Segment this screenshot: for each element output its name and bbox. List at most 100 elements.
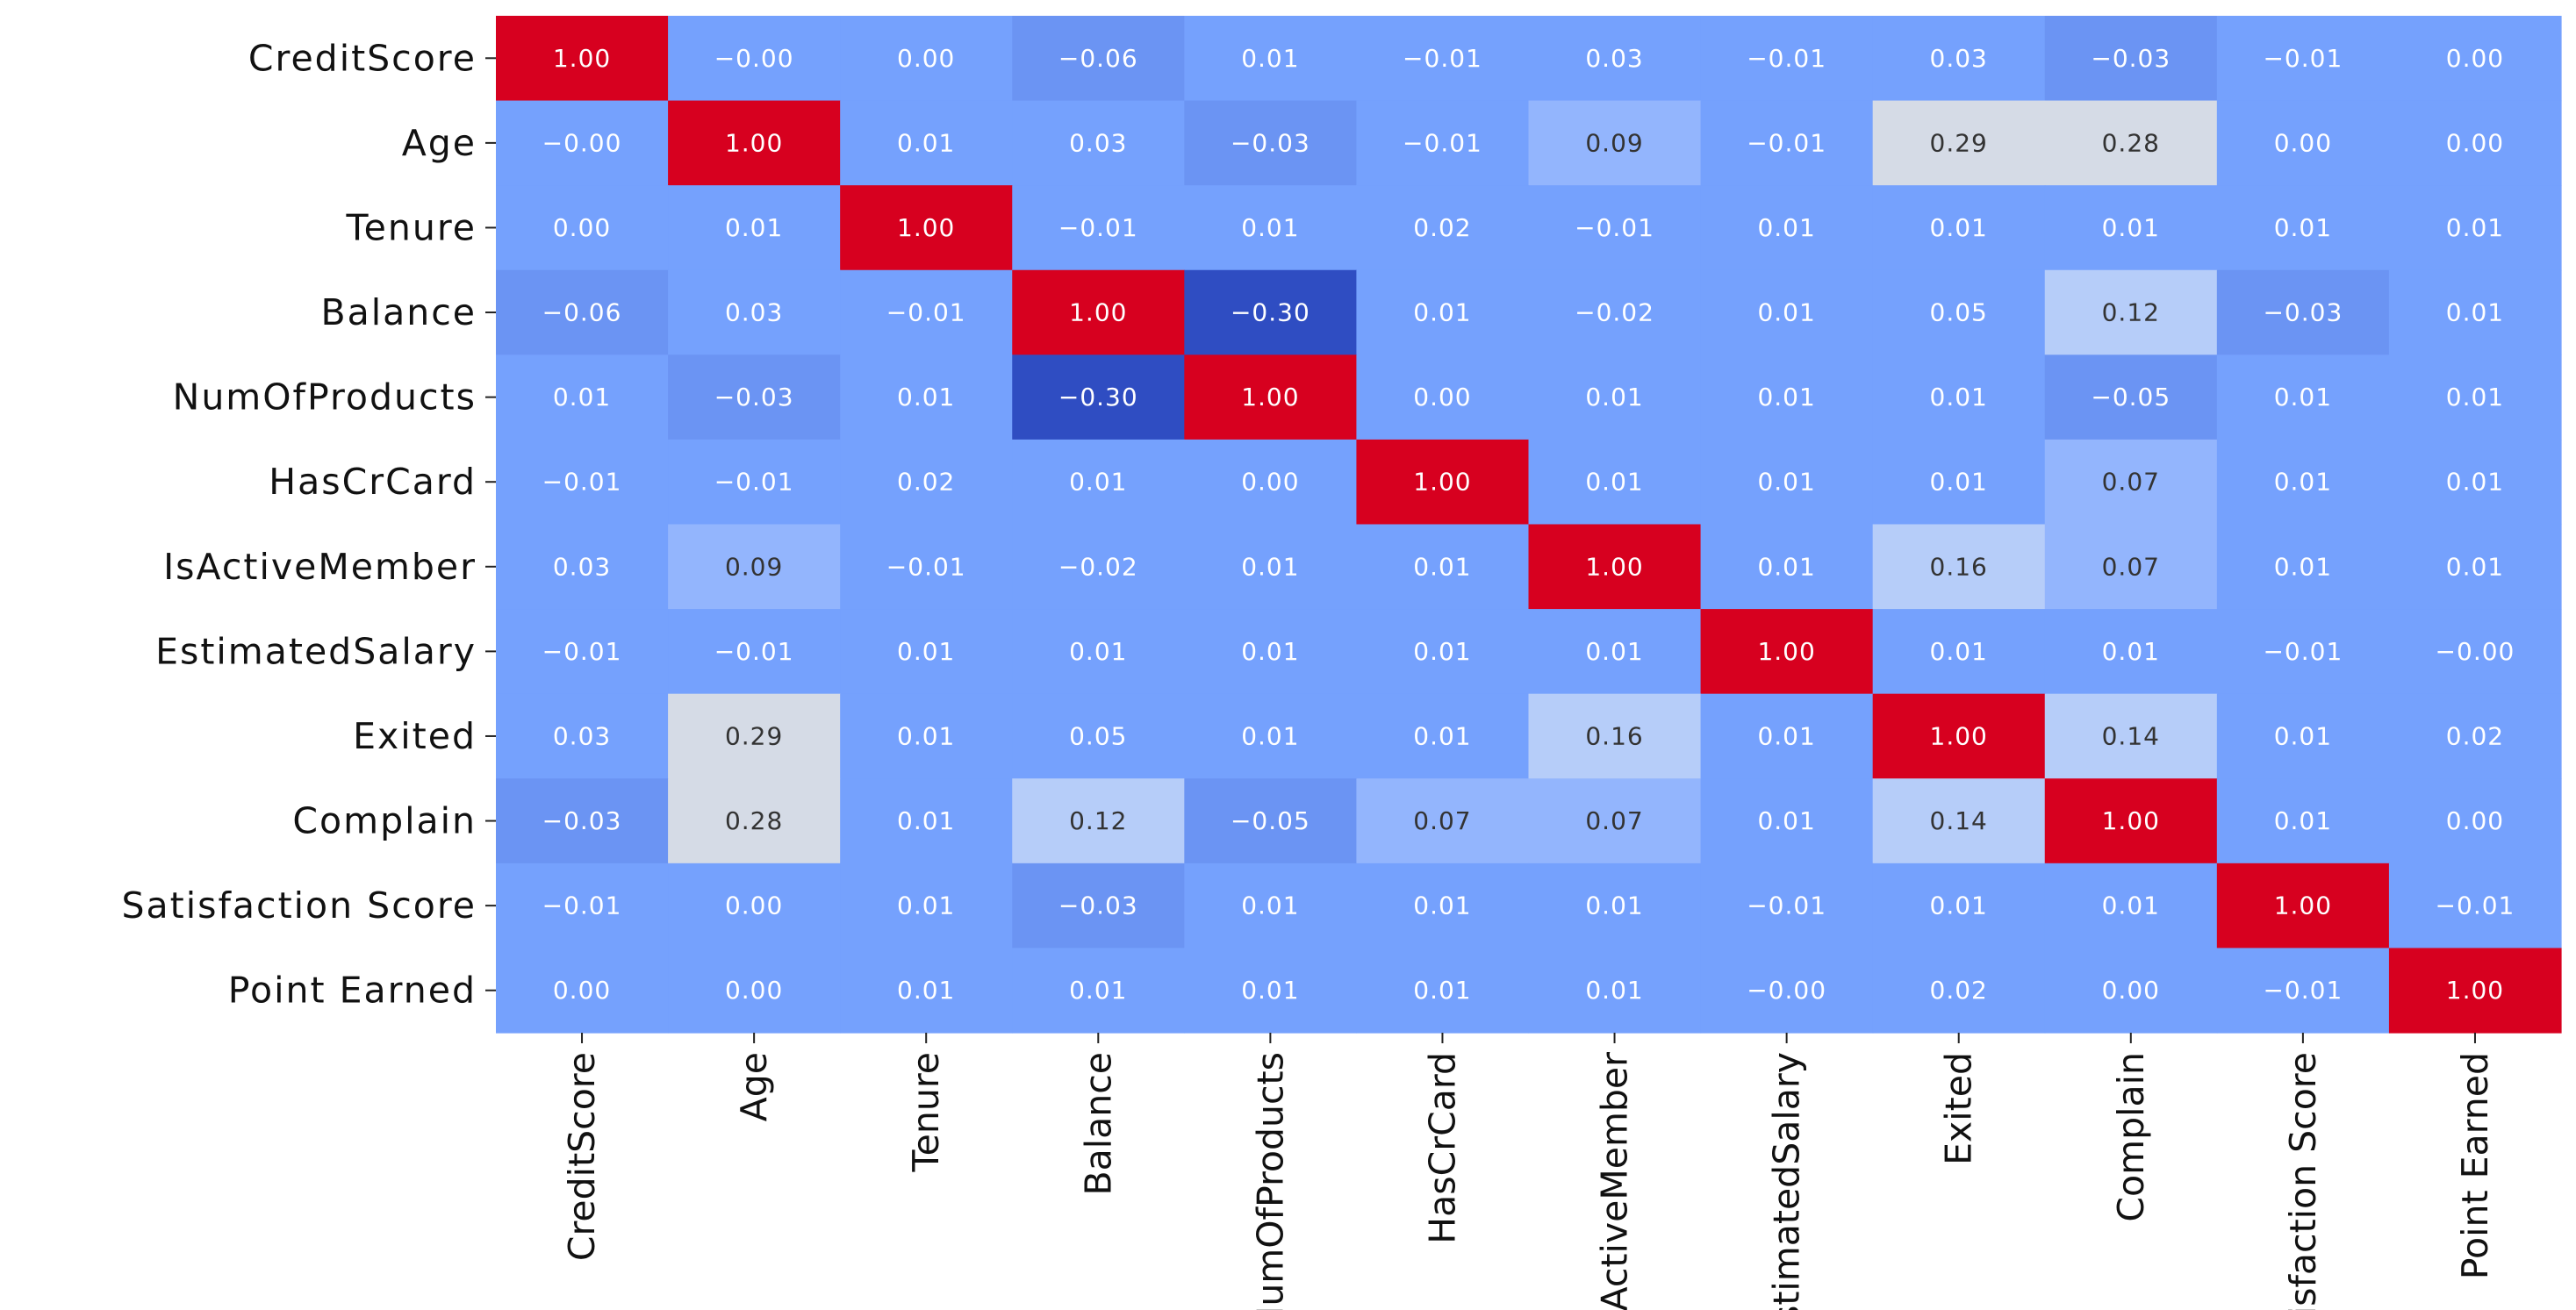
cell-value-label: 0.01 bbox=[2274, 468, 2332, 497]
x-tick-label-numofproducts: NumOfProducts bbox=[1249, 1052, 1291, 1310]
heatmap-cell-complain-hascrcard bbox=[1356, 778, 1530, 864]
heatmap-cell-exited-balance bbox=[1012, 693, 1185, 779]
heatmap-cell-numofproducts-tenure bbox=[840, 354, 1013, 440]
heatmap-cell-balance-satisfaction-score bbox=[2216, 269, 2390, 355]
cell-value-label: 0.01 bbox=[1757, 298, 1815, 327]
cell-value-label: −0.01 bbox=[542, 891, 622, 920]
cell-value-label: 0.01 bbox=[1757, 383, 1815, 412]
heatmap-cell-estimatedsalary-tenure bbox=[840, 609, 1013, 695]
cell-value-label: 0.29 bbox=[1930, 128, 1988, 157]
y-tick-label-balance: Balance bbox=[320, 291, 477, 333]
cell-value-label: −0.01 bbox=[1403, 44, 1482, 73]
cell-value-label: 0.01 bbox=[2274, 806, 2332, 835]
heatmap-cell-point-earned-tenure bbox=[840, 948, 1013, 1034]
cell-value-label: −0.00 bbox=[714, 44, 794, 73]
cell-value-label: 0.01 bbox=[1930, 213, 1988, 242]
cell-value-label: −0.03 bbox=[542, 806, 622, 835]
cell-value-label: 0.12 bbox=[2102, 298, 2160, 327]
heatmap-cell-balance-tenure bbox=[840, 269, 1013, 355]
heatmap-cell-hascrcard-isactivemember bbox=[1528, 439, 1702, 526]
heatmap-cell-numofproducts-isactivemember bbox=[1528, 354, 1702, 440]
cell-value-label: 0.01 bbox=[2446, 298, 2504, 327]
cell-value-label: 0.02 bbox=[1930, 976, 1988, 1005]
heatmap-cell-complain-numofproducts bbox=[1184, 778, 1358, 864]
cell-value-label: 0.01 bbox=[1757, 552, 1815, 581]
heatmap-cell-balance-creditscore bbox=[496, 269, 669, 355]
cell-value-label: 0.00 bbox=[897, 44, 955, 73]
cell-value-label: 0.01 bbox=[897, 383, 955, 412]
heatmap-cell-tenure-satisfaction-score bbox=[2216, 185, 2390, 271]
cell-value-label: 0.07 bbox=[1413, 806, 1471, 835]
cell-value-label: 0.01 bbox=[2446, 468, 2504, 497]
heatmap-cell-hascrcard-tenure bbox=[840, 439, 1013, 526]
cell-value-label: −0.03 bbox=[1231, 128, 1310, 157]
heatmap-cell-tenure-numofproducts bbox=[1184, 185, 1358, 271]
cell-value-label: −0.30 bbox=[1231, 298, 1310, 327]
x-tick-label-estimatedsalary: EstimatedSalary bbox=[1766, 1052, 1808, 1310]
heatmap-cell-balance-hascrcard bbox=[1356, 269, 1530, 355]
cell-value-label: 0.09 bbox=[725, 552, 783, 581]
cell-value-label: 0.03 bbox=[725, 298, 783, 327]
heatmap-cell-creditscore-numofproducts bbox=[1184, 16, 1358, 102]
heatmap-cell-age-exited bbox=[1872, 100, 2046, 186]
heatmap-cell-balance-complain bbox=[2044, 269, 2218, 355]
heatmap-cell-point-earned-numofproducts bbox=[1184, 948, 1358, 1034]
cell-value-label: 0.01 bbox=[1069, 637, 1127, 666]
cell-value-label: −0.06 bbox=[542, 298, 622, 327]
heatmap-cell-tenure-creditscore bbox=[496, 185, 669, 271]
cell-value-label: 0.01 bbox=[2446, 552, 2504, 581]
cell-value-label: 0.01 bbox=[1930, 637, 1988, 666]
heatmap-cell-estimatedsalary-isactivemember bbox=[1528, 609, 1702, 695]
cell-value-label: 0.03 bbox=[1585, 44, 1643, 73]
cell-value-label: −0.01 bbox=[714, 468, 794, 497]
heatmap-cell-numofproducts-hascrcard bbox=[1356, 354, 1530, 440]
heatmap-cell-isactivemember-creditscore bbox=[496, 524, 669, 610]
cell-value-label: 0.12 bbox=[1069, 806, 1127, 835]
y-tick-label-point-earned: Point Earned bbox=[228, 970, 477, 1012]
cell-value-label: −0.06 bbox=[1058, 44, 1138, 73]
heatmap-cell-complain-exited bbox=[1872, 778, 2046, 864]
cell-value-label: 0.01 bbox=[1413, 552, 1471, 581]
cell-value-label: 0.00 bbox=[1241, 468, 1299, 497]
heatmap-cell-point-earned-isactivemember bbox=[1528, 948, 1702, 1034]
y-tick-label-hascrcard: HasCrCard bbox=[269, 461, 477, 503]
heatmap-cell-point-earned-point-earned bbox=[2388, 948, 2562, 1034]
y-axis-ticks bbox=[485, 57, 496, 991]
heatmap-cell-isactivemember-tenure bbox=[840, 524, 1013, 610]
x-tick-label-age: Age bbox=[733, 1052, 775, 1121]
heatmap-cell-tenure-complain bbox=[2044, 185, 2218, 271]
heatmap-cell-point-earned-creditscore bbox=[496, 948, 669, 1034]
y-axis-tick-labels: CreditScore Age Tenure Balance NumOfProducts… bbox=[122, 37, 477, 1012]
cell-value-label: 0.03 bbox=[553, 721, 611, 750]
cell-value-label: 0.07 bbox=[2102, 552, 2160, 581]
heatmap-cell-hascrcard-hascrcard bbox=[1356, 439, 1530, 526]
heatmap-cell-estimatedsalary-estimatedsalary bbox=[1700, 609, 1874, 695]
heatmap-cell-numofproducts-balance bbox=[1012, 354, 1185, 440]
cell-value-label: 0.01 bbox=[1069, 468, 1127, 497]
heatmap-cell-hascrcard-point-earned bbox=[2388, 439, 2562, 526]
heatmap-cell-estimatedsalary-age bbox=[668, 609, 841, 695]
heatmap-cell-complain-point-earned bbox=[2388, 778, 2562, 864]
cell-value-label: 0.01 bbox=[2274, 721, 2332, 750]
cell-value-label: 0.03 bbox=[1930, 44, 1988, 73]
heatmap-cell-creditscore-hascrcard bbox=[1356, 16, 1530, 102]
cell-value-label: −0.01 bbox=[714, 637, 794, 666]
heatmap-cell-creditscore-exited bbox=[1872, 16, 2046, 102]
cell-value-label: 0.01 bbox=[1757, 213, 1815, 242]
heatmap-cell-estimatedsalary-complain bbox=[2044, 609, 2218, 695]
cell-value-label: −0.05 bbox=[2091, 383, 2171, 412]
heatmap-cell-tenure-tenure bbox=[840, 185, 1013, 271]
heatmap-cell-creditscore-satisfaction-score bbox=[2216, 16, 2390, 102]
heatmap-cell-tenure-point-earned bbox=[2388, 185, 2562, 271]
heatmap-cell-isactivemember-point-earned bbox=[2388, 524, 2562, 610]
cell-value-label: 0.01 bbox=[1241, 637, 1299, 666]
cell-value-label: 0.02 bbox=[897, 468, 955, 497]
y-tick-label-isactivemember: IsActiveMember bbox=[163, 546, 477, 588]
heatmap-cell-creditscore-balance bbox=[1012, 16, 1185, 102]
heatmap-cell-satisfaction-score-point-earned bbox=[2388, 863, 2562, 949]
cell-value-label: −0.01 bbox=[2263, 976, 2343, 1005]
y-tick-label-creditscore: CreditScore bbox=[248, 37, 477, 79]
cell-value-label: 0.09 bbox=[1585, 128, 1643, 157]
cell-value-label: 0.01 bbox=[2274, 213, 2332, 242]
x-tick-label-tenure: Tenure bbox=[905, 1052, 947, 1172]
